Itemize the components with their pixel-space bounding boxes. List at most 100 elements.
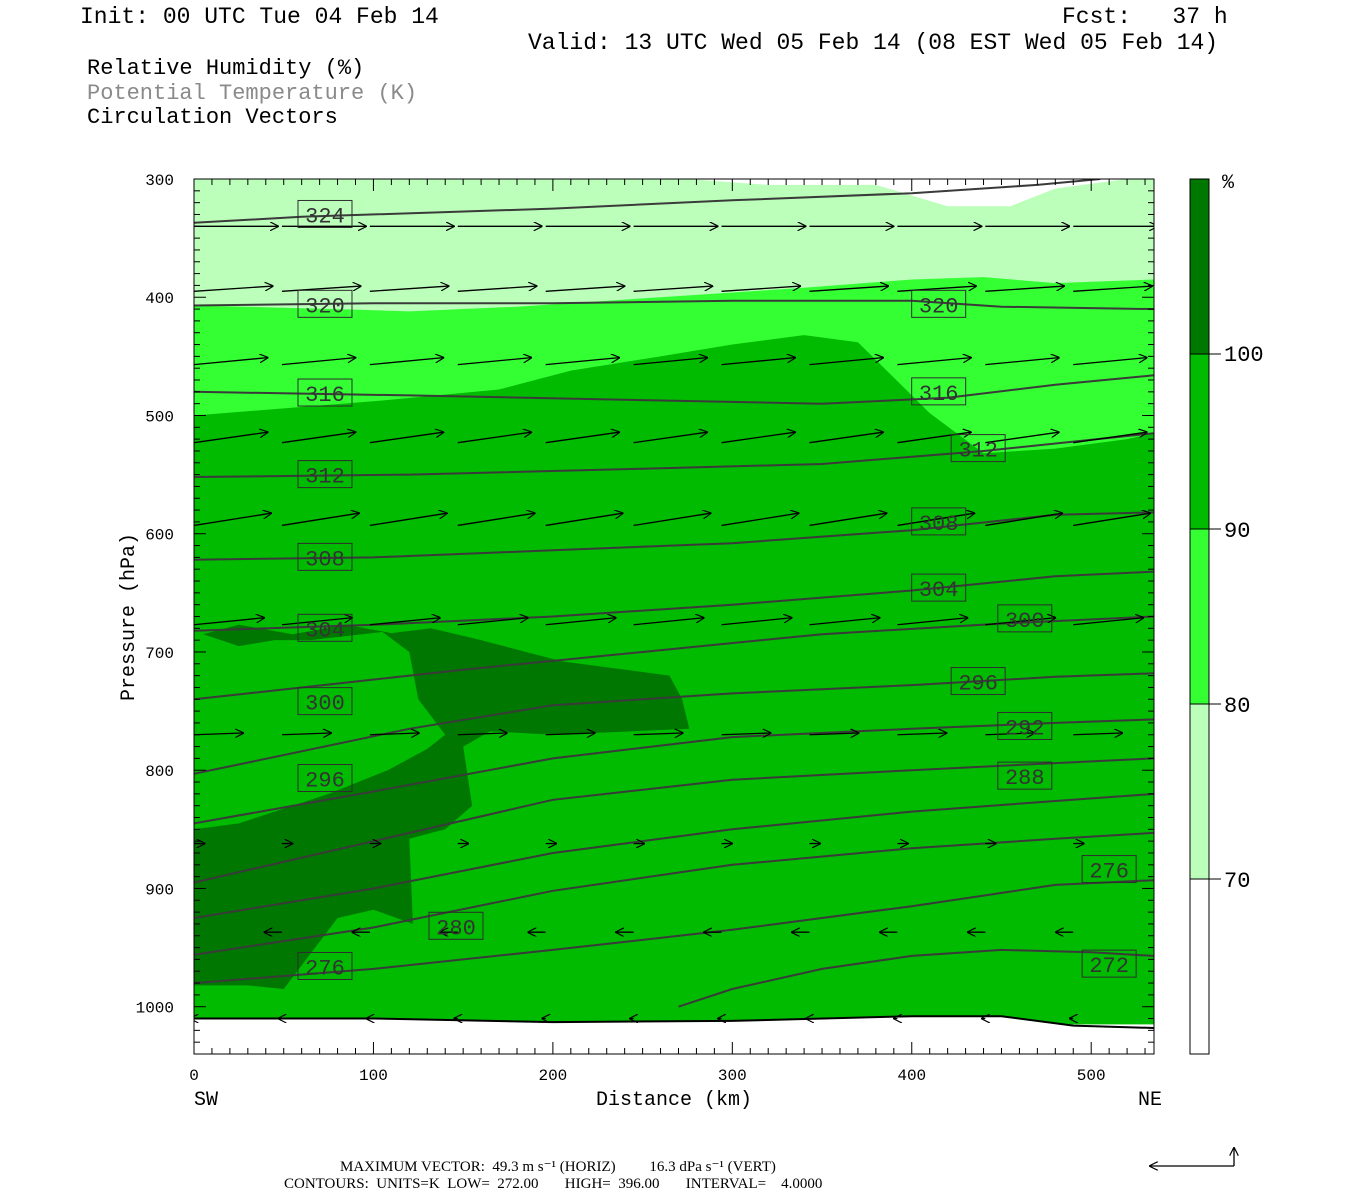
circulation-vector <box>457 733 507 735</box>
circulation-vector <box>633 513 711 527</box>
legend-theta: Potential Temperature (K) <box>87 81 418 106</box>
circulation-vector <box>633 286 713 292</box>
circulation-vector <box>1073 513 1150 527</box>
x-tick-label: 200 <box>538 1067 567 1085</box>
colorbar-tick-80: 80 <box>1224 694 1250 719</box>
theta-label: 316 <box>305 383 345 408</box>
circulation-vector <box>194 358 268 366</box>
theta-label: 296 <box>958 672 998 697</box>
circulation-vector <box>633 733 683 735</box>
circulation-vector <box>457 286 537 292</box>
y-tick-label: 600 <box>145 527 174 545</box>
colorbar-bin-60 <box>1189 878 1210 1055</box>
circulation-vector <box>369 618 440 626</box>
theta-label-box <box>997 761 1053 790</box>
circulation-vector <box>897 358 971 366</box>
colorbar-bin-100 <box>1189 178 1210 355</box>
theta-contour-300 <box>194 615 1154 701</box>
circulation-vector <box>194 618 264 626</box>
terrain-fill <box>194 1016 1154 1054</box>
y-tick-label: 500 <box>145 408 174 426</box>
circulation-vector <box>985 513 1062 527</box>
circulation-vector <box>897 432 971 444</box>
x-axis-label: Distance (km) <box>596 1089 752 1112</box>
theta-label-box <box>911 289 967 318</box>
theta-label-box <box>297 289 353 318</box>
circulation-vector <box>721 733 771 735</box>
circulation-vector <box>281 432 356 444</box>
circulation-vector <box>897 286 976 292</box>
theta-label: 276 <box>1089 860 1129 885</box>
circulation-vector <box>545 733 595 735</box>
theta-label-box <box>297 378 353 407</box>
rh-fill-layer <box>194 179 1154 1054</box>
theta-contour-296 <box>194 672 1154 775</box>
circulation-vector <box>633 358 708 366</box>
theta-label-box <box>428 911 484 940</box>
reference-vector-icon <box>1150 1148 1234 1166</box>
theta-label-box <box>297 199 353 228</box>
x-tick-label: 300 <box>718 1067 747 1085</box>
circulation-vector <box>985 286 1064 292</box>
circulation-vector <box>809 432 883 444</box>
circulation-vector <box>633 618 704 626</box>
contour-info-note: CONTOURS: UNITS=K LOW= 272.00 HIGH= 396.… <box>284 1176 823 1192</box>
theta-contour-284 <box>194 792 1154 919</box>
theta-label: 272 <box>1089 954 1129 979</box>
valid-time: Valid: 13 UTC Wed 05 Feb 14 (08 EST Wed … <box>528 30 1219 56</box>
theta-label: 312 <box>305 465 345 490</box>
theta-label-box <box>911 573 967 602</box>
y-tick-label: 900 <box>145 881 174 899</box>
circulation-vector <box>457 358 532 366</box>
axes-layer: 300 400 500 600 700 800 900 1000 0 100 200 300 400 50… <box>136 172 1154 1085</box>
circulation-vector <box>369 286 449 292</box>
y-tick-label: 300 <box>145 172 174 190</box>
theta-label: 296 <box>305 768 345 793</box>
colorbar-bin-70 <box>1189 703 1210 880</box>
y-tick-label: 1000 <box>136 1000 174 1018</box>
circulation-vector <box>985 618 1055 626</box>
theta-contour-320 <box>194 299 1154 311</box>
theta-label-box <box>297 613 353 642</box>
max-vector-note: MAXIMUM VECTOR: 49.3 m s⁻¹ (HORIZ) 16.3 … <box>340 1159 776 1175</box>
circulation-vector <box>457 513 535 527</box>
circulation-vector <box>985 358 1059 366</box>
colorbar-bin-80 <box>1189 528 1210 705</box>
circulation-vector <box>281 618 352 626</box>
colorbar-tick-70: 70 <box>1224 869 1250 894</box>
x-tick-label: 0 <box>189 1067 199 1085</box>
circulation-vector <box>457 432 532 444</box>
colorbar-unit: % <box>1222 172 1235 195</box>
circulation-vector <box>721 358 796 366</box>
circulation-vector <box>809 286 888 292</box>
theta-label-box <box>911 377 967 406</box>
theta-label: 292 <box>1005 716 1045 741</box>
x-tick-label: 100 <box>359 1067 388 1085</box>
circulation-vector <box>281 513 359 527</box>
theta-label: 312 <box>958 439 998 464</box>
theta-label: 308 <box>919 512 959 537</box>
circulation-vector <box>809 358 883 366</box>
theta-label-box <box>297 542 353 571</box>
forecast-hour: Fcst: 37 h <box>1062 4 1228 30</box>
x-axis-ne: NE <box>1138 1089 1162 1112</box>
circulation-vector <box>369 358 444 366</box>
circulation-vector <box>809 513 886 527</box>
circulation-vector <box>897 513 974 527</box>
x-axis-sw: SW <box>194 1089 218 1112</box>
circulation-vector <box>1073 432 1147 444</box>
circulation-vector <box>545 432 620 444</box>
y-tick-label: 700 <box>145 645 174 663</box>
circulation-vector <box>985 432 1059 444</box>
circulation-vector <box>897 733 946 735</box>
theta-contour-312 <box>194 432 1154 478</box>
theta-label-box <box>950 667 1006 696</box>
circulation-vector <box>281 733 331 735</box>
theta-contour-292 <box>194 718 1154 825</box>
circulation-vector <box>721 286 801 292</box>
colorbar-tick-100: 100 <box>1224 343 1264 368</box>
colorbar <box>1189 178 1221 1055</box>
circulation-vector <box>457 618 528 626</box>
theta-label: 308 <box>305 547 345 572</box>
